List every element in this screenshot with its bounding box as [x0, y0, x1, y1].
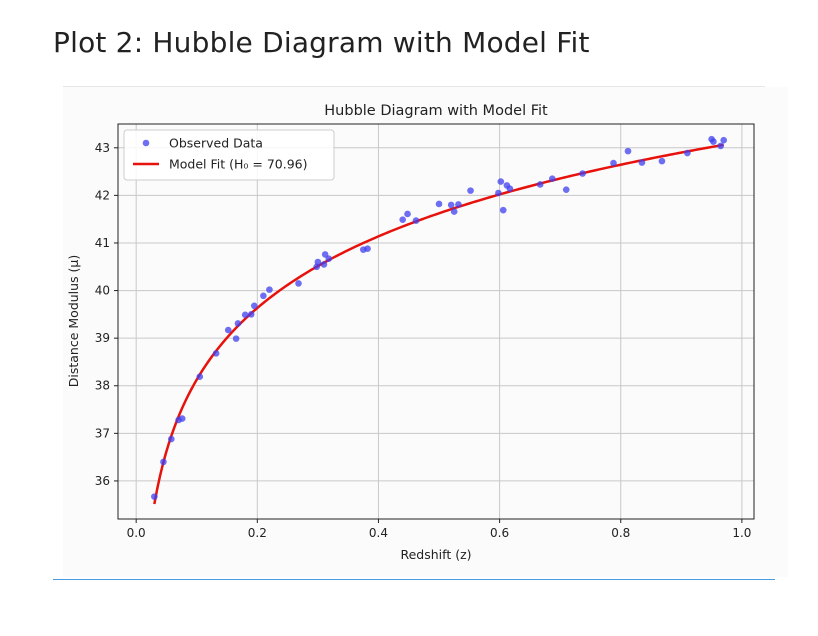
data-point	[412, 217, 420, 224]
x-axis-label: Redshift (z)	[400, 547, 471, 562]
data-point	[684, 149, 691, 157]
y-tick-label: 42	[95, 188, 110, 202]
data-point	[717, 142, 724, 150]
legend-fit-label: Model Fit (H₀ = 70.96)	[169, 157, 308, 172]
page-heading: Plot 2: Hubble Diagram with Model Fit	[53, 26, 590, 59]
legend-observed-marker	[142, 139, 150, 147]
legend: Observed Data Model Fit (H₀ = 70.96)	[123, 129, 335, 181]
plot-frame	[117, 123, 755, 520]
y-axis-label: Distance Modulus (μ)	[66, 255, 81, 388]
data-point	[638, 159, 646, 166]
y-tick-label: 37	[95, 426, 110, 440]
x-tick-label: 0.6	[490, 526, 509, 540]
data-point	[536, 181, 544, 188]
data-point	[178, 415, 186, 422]
x-tick-label: 0.4	[369, 526, 388, 540]
x-tick-label: 0.2	[248, 526, 267, 540]
y-tick-label: 41	[95, 236, 110, 250]
data-point	[720, 136, 728, 144]
data-point	[624, 147, 632, 155]
data-point	[266, 286, 273, 293]
data-point	[404, 210, 411, 218]
data-point	[455, 201, 462, 208]
chart-title: Hubble Diagram with Model Fit	[324, 103, 548, 119]
data-point	[151, 493, 158, 500]
data-point	[499, 206, 507, 214]
data-point	[168, 435, 175, 443]
data-point	[234, 320, 242, 327]
x-tick-label: 0.0	[127, 526, 146, 540]
data-point	[314, 258, 322, 266]
y-tick-label: 40	[95, 284, 110, 298]
x-tick-label: 0.8	[611, 526, 630, 540]
y-tick-label: 38	[95, 379, 110, 393]
data-point	[232, 335, 240, 342]
data-point	[497, 178, 505, 185]
data-point	[212, 350, 220, 357]
data-point	[467, 187, 474, 194]
figure-card: Hubble Diagram with Model Fit 0.0 0.2 0.4 0…	[63, 87, 788, 577]
data-point	[260, 292, 267, 300]
data-point	[562, 186, 570, 193]
data-point	[325, 255, 333, 262]
data-point	[710, 138, 717, 145]
data-point	[224, 326, 232, 334]
axis-ticks: 0.0 0.2 0.4 0.6 0.8 1.0 36 37 38 39 40 41 42 43	[95, 141, 752, 540]
data-point	[250, 302, 258, 310]
grid-lines	[118, 124, 754, 519]
y-tick-label: 39	[95, 331, 110, 345]
y-tick-label: 36	[95, 474, 110, 488]
section-divider	[63, 86, 765, 87]
observed-points	[151, 135, 728, 500]
data-point	[579, 170, 586, 177]
y-tick-label: 43	[95, 141, 110, 155]
hubble-chart: Hubble Diagram with Model Fit 0.0 0.2 0.4 0…	[66, 103, 755, 562]
data-point	[548, 175, 556, 183]
data-point	[295, 280, 302, 287]
data-point	[610, 159, 617, 167]
legend-box	[123, 129, 335, 181]
data-point	[658, 157, 666, 165]
data-point	[435, 200, 443, 208]
legend-observed-label: Observed Data	[169, 136, 263, 151]
data-point	[399, 216, 406, 223]
data-point	[320, 261, 328, 268]
bottom-divider	[53, 579, 775, 580]
data-point	[241, 311, 249, 319]
data-point	[450, 208, 458, 215]
data-point	[495, 189, 502, 197]
x-tick-label: 1.0	[732, 526, 751, 540]
data-point	[447, 201, 455, 209]
data-point	[364, 245, 371, 252]
data-point	[160, 458, 167, 466]
data-point	[196, 373, 204, 381]
data-point	[247, 311, 255, 318]
data-point	[506, 185, 514, 193]
